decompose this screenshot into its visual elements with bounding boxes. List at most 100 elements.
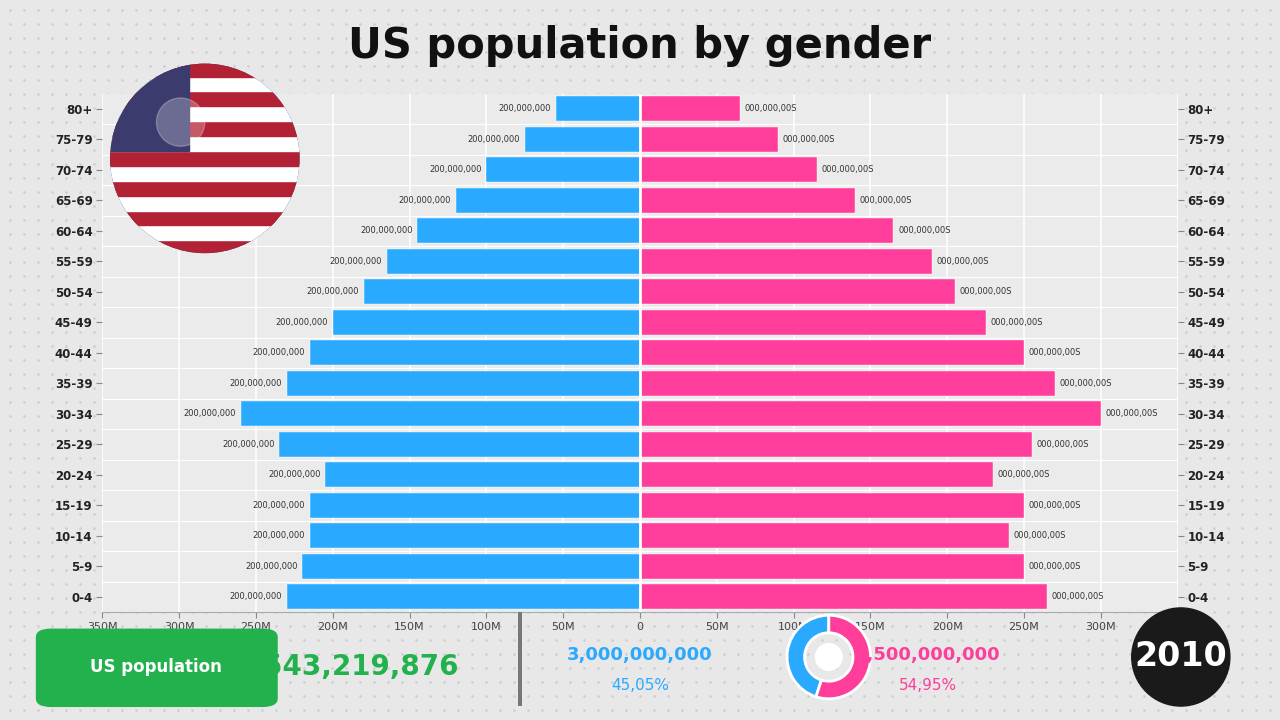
- Point: [294, 480, 315, 492]
- Point: [658, 467, 678, 478]
- Point: [742, 438, 763, 450]
- Point: [573, 102, 594, 114]
- Point: [448, 354, 468, 366]
- Point: [462, 172, 483, 184]
- Text: 200,000,000: 200,000,000: [306, 287, 358, 297]
- Point: [672, 200, 692, 212]
- Point: [979, 396, 1000, 408]
- Point: [1245, 116, 1266, 127]
- Point: [868, 564, 888, 576]
- Point: [882, 606, 902, 618]
- Point: [307, 522, 328, 534]
- Point: [1245, 89, 1266, 100]
- Point: [1064, 32, 1084, 44]
- Point: [42, 508, 63, 520]
- Point: [728, 480, 749, 492]
- Point: [910, 312, 931, 324]
- Point: [420, 60, 440, 72]
- Point: [294, 172, 315, 184]
- Point: [728, 172, 749, 184]
- Point: [1064, 130, 1084, 142]
- Point: [1106, 341, 1126, 352]
- Point: [280, 536, 301, 548]
- Point: [69, 144, 90, 156]
- Point: [686, 74, 707, 86]
- Point: [210, 578, 230, 590]
- Point: [448, 4, 468, 16]
- Point: [406, 467, 426, 478]
- Point: [406, 452, 426, 464]
- Point: [1176, 662, 1197, 674]
- Point: [182, 648, 202, 660]
- Point: [69, 438, 90, 450]
- Point: [868, 186, 888, 198]
- Point: [588, 116, 608, 127]
- Point: [28, 438, 49, 450]
- Point: [826, 480, 846, 492]
- Point: [1148, 396, 1169, 408]
- Point: [69, 158, 90, 170]
- Point: [531, 242, 552, 253]
- Point: [1134, 550, 1155, 562]
- Point: [321, 648, 342, 660]
- Point: [742, 522, 763, 534]
- Point: [854, 368, 874, 379]
- Point: [854, 410, 874, 422]
- Point: [238, 326, 259, 338]
- Point: [769, 312, 790, 324]
- Point: [658, 341, 678, 352]
- Point: [1092, 704, 1112, 716]
- Point: [83, 494, 104, 505]
- Bar: [486, 158, 640, 182]
- Point: [826, 410, 846, 422]
- Point: [307, 144, 328, 156]
- Point: [307, 704, 328, 716]
- Point: [125, 186, 146, 198]
- Point: [545, 256, 566, 268]
- Point: [1176, 494, 1197, 505]
- Point: [812, 606, 832, 618]
- Point: [672, 186, 692, 198]
- Point: [140, 578, 160, 590]
- Point: [672, 326, 692, 338]
- Point: [14, 89, 35, 100]
- Point: [616, 354, 636, 366]
- Point: [630, 172, 650, 184]
- Point: [966, 18, 987, 30]
- Point: [896, 593, 916, 604]
- Point: [910, 536, 931, 548]
- Point: [434, 606, 454, 618]
- Point: [1078, 578, 1098, 590]
- Point: [97, 74, 118, 86]
- Point: [448, 116, 468, 127]
- Point: [966, 578, 987, 590]
- Point: [476, 130, 497, 142]
- Point: [952, 662, 973, 674]
- Point: [238, 354, 259, 366]
- Point: [111, 550, 132, 562]
- Point: [630, 593, 650, 604]
- Point: [294, 32, 315, 44]
- Point: [783, 410, 804, 422]
- Point: [364, 215, 384, 226]
- Point: [783, 467, 804, 478]
- Point: [728, 494, 749, 505]
- Point: [826, 172, 846, 184]
- Point: [742, 508, 763, 520]
- Point: [196, 606, 216, 618]
- Point: [966, 620, 987, 631]
- Point: [714, 676, 735, 688]
- Point: [420, 368, 440, 379]
- Point: [238, 368, 259, 379]
- Point: [154, 396, 174, 408]
- Point: [69, 593, 90, 604]
- Point: [658, 578, 678, 590]
- Point: [896, 662, 916, 674]
- Point: [1007, 494, 1028, 505]
- Point: [616, 662, 636, 674]
- Point: [993, 578, 1014, 590]
- Point: [979, 578, 1000, 590]
- Point: [559, 396, 580, 408]
- Point: [462, 620, 483, 631]
- Point: [882, 18, 902, 30]
